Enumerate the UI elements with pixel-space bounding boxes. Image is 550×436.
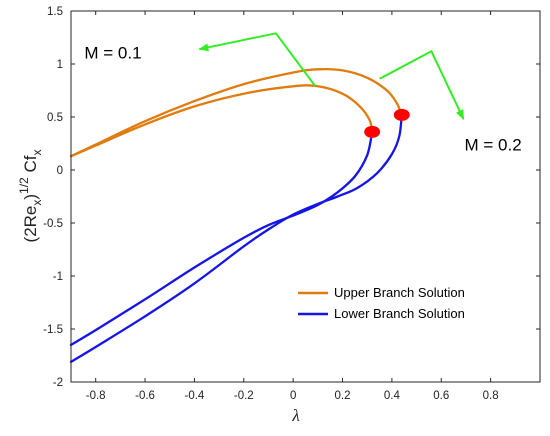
- y-tick-label: 0: [57, 165, 63, 177]
- y-tick-label: 1: [57, 59, 63, 71]
- annotations: M = 0.1 M = 0.2: [84, 32, 522, 155]
- y-tick-label: -0.5: [43, 218, 63, 230]
- series-line-upper-M0.1: [69, 84, 374, 158]
- series-line-upper-M0.2: [69, 67, 403, 158]
- x-tick-label: -0.4: [185, 390, 205, 402]
- x-tick-label: 0: [290, 390, 296, 402]
- y-axis-ticks: -2 -1.5 -1 -0.5 0 0.5 1 1.5: [43, 6, 540, 389]
- x-tick-label: 0.4: [384, 390, 401, 402]
- ylabel-sub: x: [30, 200, 44, 206]
- series-line-lower-M0.2: [69, 113, 403, 364]
- annotation-arrow: [379, 49, 465, 121]
- critical-points: [364, 108, 410, 138]
- x-tick-label: 0.6: [433, 390, 449, 402]
- y-tick-label: -1.5: [43, 324, 63, 336]
- legend-box: [290, 278, 510, 328]
- y-tick-label: 1.5: [47, 6, 63, 18]
- x-tick-label: -0.8: [86, 390, 106, 402]
- annotation-label: M = 0.1: [84, 43, 141, 62]
- series-line-lower-M0.1: [69, 130, 374, 347]
- x-axis-label: λ: [291, 406, 299, 425]
- critical-point-marker: [364, 125, 381, 138]
- x-axis-ticks: -0.8 -0.6 -0.4 -0.2 0 0.2 0.4 0.6 0.8: [86, 11, 499, 402]
- y-tick-label: -2: [53, 377, 63, 389]
- critical-point-marker: [393, 108, 410, 121]
- ylabel-base: (2Re: [21, 206, 40, 243]
- x-tick-label: -0.6: [135, 390, 155, 402]
- ylabel-sup: 1/2: [17, 177, 31, 194]
- series-layer: [69, 67, 403, 364]
- ylabel-sub2: x: [30, 150, 44, 156]
- legend-label-upper: Upper Branch Solution: [334, 285, 465, 300]
- plot-frame: [70, 10, 541, 383]
- y-tick-label: -1: [53, 271, 63, 283]
- annotation-label: M = 0.2: [465, 136, 522, 155]
- x-tick-label: 0.2: [335, 390, 351, 402]
- legend: Upper Branch Solution Lower Branch Solut…: [290, 278, 510, 328]
- x-tick-label: -0.2: [234, 390, 254, 402]
- y-tick-label: 0.5: [47, 112, 63, 124]
- annotation-arrow: [198, 32, 317, 87]
- x-tick-label: 0.8: [483, 390, 499, 402]
- ylabel-close: ): [21, 194, 40, 200]
- legend-label-lower: Lower Branch Solution: [334, 306, 465, 321]
- y-axis-label: (2Rex)1/2 Cfx: [17, 150, 44, 243]
- ylabel-cf: Cf: [21, 155, 40, 177]
